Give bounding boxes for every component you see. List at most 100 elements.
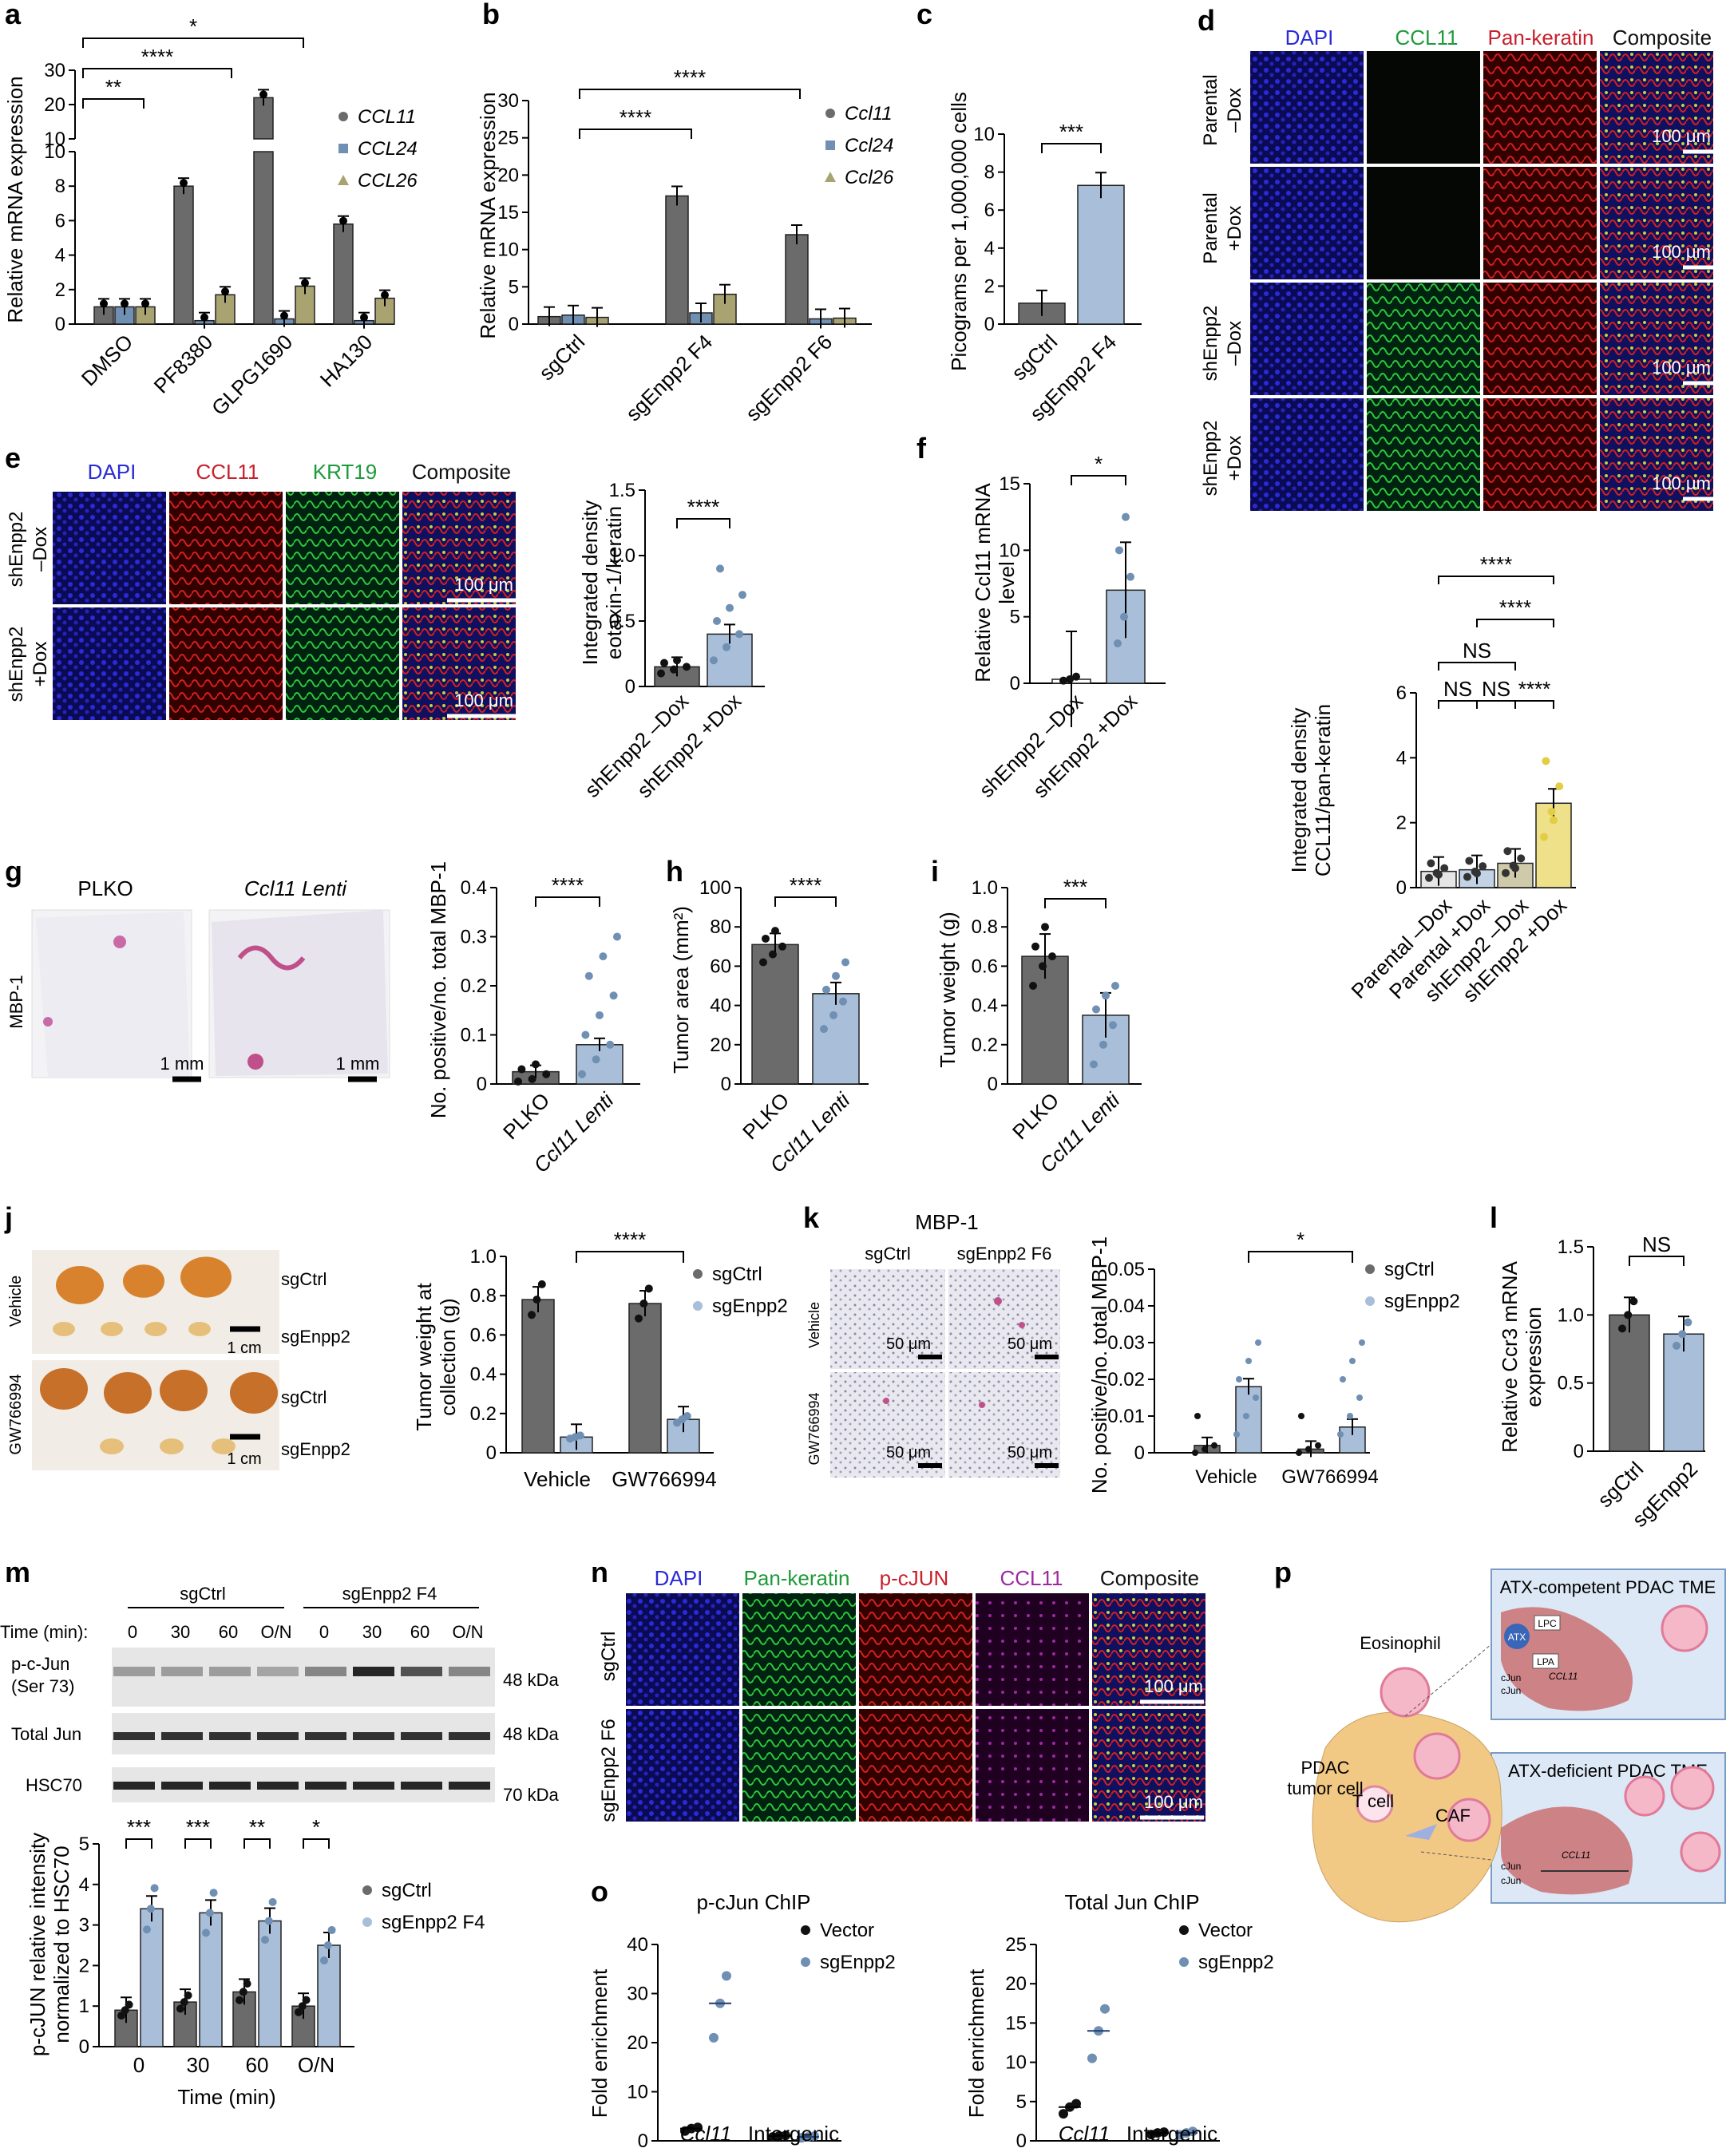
data-point [236, 1996, 243, 2004]
j-tumor [180, 1256, 232, 1298]
o-right-tick-label: 20 [1005, 1973, 1027, 1995]
m-x-title: Time (min) [177, 2085, 275, 2109]
k-title: MBP-1 [915, 1210, 978, 1234]
data-point [771, 927, 779, 936]
b-error [719, 283, 730, 304]
a-point [141, 299, 149, 308]
data-point [596, 1011, 604, 1019]
sig-label: NS [1463, 639, 1491, 663]
d-tile [1483, 167, 1597, 279]
data-point [146, 1905, 155, 1913]
f-tick-label: 10 [999, 540, 1020, 561]
h-tick-label: 100 [699, 877, 731, 899]
a-point [221, 287, 229, 296]
j-bar [628, 1303, 662, 1454]
l-bar [1609, 1314, 1650, 1452]
legend: sgCtrl sgEnpp2 [1365, 1259, 1460, 1312]
j-tumor [40, 1368, 88, 1410]
p-eos-2 [1670, 1766, 1715, 1810]
m-band-pcjun [113, 1667, 155, 1676]
legend-marker [338, 144, 348, 153]
b-error [839, 307, 850, 328]
n-ch-4: CCL11 [1000, 1566, 1063, 1590]
d-tile [1250, 167, 1364, 279]
data-point [320, 1956, 328, 1965]
j-row-gw: GW766994 [7, 1374, 25, 1454]
e-channel-ccl11: CCL11 [196, 460, 259, 484]
i-error [1039, 933, 1051, 979]
data-point [1122, 512, 1130, 521]
g-scale-1: 1 mm [160, 1054, 204, 1074]
y-axis-label: Tumor weight atcollection (g) [412, 1283, 460, 1431]
m-x-label: 30 [187, 2053, 210, 2077]
data-point [639, 1300, 648, 1308]
k-x-label: Vehicle [1195, 1466, 1257, 1488]
m-band-hsc70 [257, 1782, 299, 1790]
p-label-pdac: PDAC tumor cell [1287, 1758, 1363, 1798]
data-point [1542, 757, 1550, 765]
data-point [1255, 1339, 1261, 1346]
a-tick-label: 30 [44, 60, 65, 81]
data-point [1479, 862, 1487, 871]
m-sig: ** [243, 1815, 271, 1849]
a-sig-1: * [82, 14, 304, 48]
data-point [1465, 856, 1474, 865]
p-caf [1405, 1824, 1437, 1840]
k-img-4 [948, 1372, 1060, 1478]
data-point [180, 1998, 188, 2007]
data-point [327, 1925, 336, 1934]
m-kda-2: 48 kDa [503, 1724, 559, 1744]
d-sig-4: NS [1438, 677, 1478, 709]
m-band-hsc70 [449, 1782, 490, 1790]
a-bar [173, 185, 194, 325]
m-band-total [257, 1732, 299, 1740]
h-bar [751, 943, 799, 1085]
j-x-label: GW766994 [612, 1467, 717, 1491]
a-bar [253, 151, 274, 325]
h-tick-label: 20 [710, 1034, 731, 1056]
m-band-hsc70 [401, 1782, 442, 1790]
j-row-vehicle: Vehicle [7, 1276, 25, 1327]
l-tick-label: 1.5 [1558, 1236, 1584, 1258]
m-blot-label-3: HSC70 [26, 1775, 82, 1795]
a-tick-label: 10 [44, 129, 65, 150]
d-row-labels: Parental –Dox Parental +Dox shEnpp2 –Dox sh… [1200, 74, 1245, 496]
data-point [1243, 1413, 1249, 1419]
data-point [1349, 1358, 1356, 1364]
data-point [1192, 1450, 1198, 1456]
data-point [1473, 869, 1481, 878]
b-tick-label: 30 [497, 90, 519, 112]
p-lpa [1532, 1653, 1559, 1669]
g-axes: 0 0.1 0.2 0.3 0.4 [461, 877, 640, 1095]
data-point [1298, 1413, 1304, 1419]
x-tick-label: GLPG1690 [207, 330, 297, 420]
b-sig-1: **** [579, 65, 801, 99]
y-axis-label: p-cJUN relative intensitynormalized to H… [26, 1833, 73, 2056]
data-point [635, 1314, 643, 1323]
x-tick-label: PLKO [738, 1088, 794, 1144]
d-tile [1367, 398, 1480, 511]
sig-label: *** [1063, 875, 1087, 899]
m-band-pcjun [449, 1667, 490, 1676]
k-stain [883, 1398, 889, 1404]
y-axis-label: No. positive/no. total MBP-1 [426, 861, 450, 1118]
data-point [839, 997, 847, 1006]
k-error [1243, 1378, 1254, 1395]
n-tile [976, 1709, 1089, 1822]
l-sig: NS [1629, 1232, 1684, 1266]
n-scale-text: 100 μm [1144, 1792, 1203, 1812]
b-tick-label: 5 [509, 276, 519, 298]
m-band-hsc70 [161, 1782, 203, 1790]
d-channel-dapi: DAPI [1285, 26, 1334, 49]
j-x-label: Vehicle [524, 1467, 591, 1491]
b-error [791, 224, 802, 244]
e-tile [169, 492, 283, 604]
x-tick-label: sgEnpp2 F4 [621, 330, 717, 425]
m-x-label: 0 [133, 2053, 144, 2077]
data-point [1347, 1413, 1353, 1419]
panel-label-k: k [803, 1201, 820, 1234]
l-tick-label: 1.0 [1558, 1304, 1584, 1326]
j-tumor-small [100, 1438, 124, 1454]
legend-label: sgCtrl [382, 1880, 432, 1901]
h-tick-label: 0 [721, 1074, 731, 1095]
